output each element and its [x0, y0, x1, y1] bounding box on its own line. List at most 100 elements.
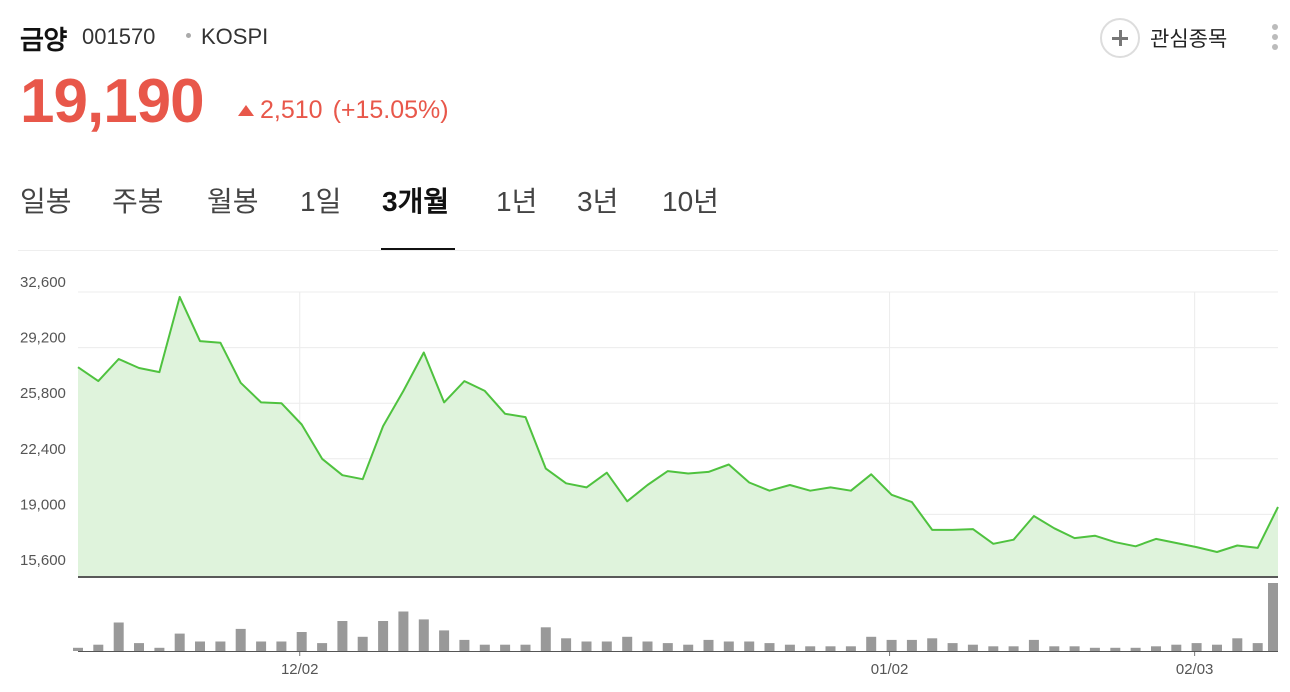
volume-bar	[256, 641, 267, 651]
y-tick-label: 15,600	[20, 552, 66, 569]
volume-bar	[927, 638, 938, 651]
tab-1day[interactable]: 1일	[300, 186, 342, 217]
volume-bar	[1069, 646, 1080, 651]
chart-area	[77, 295, 1279, 576]
volume-bar	[93, 644, 104, 651]
volume-bar	[459, 639, 470, 651]
volume-bar	[195, 641, 205, 651]
up-triangle-icon	[238, 105, 254, 116]
period-tabs: 일봉 주봉 월봉 1일 3개월 1년 3년 10년	[0, 175, 1290, 251]
volume-bar	[317, 643, 328, 651]
stock-name: 금양	[20, 25, 67, 55]
volume-bar	[866, 636, 877, 651]
volume-bar	[418, 619, 429, 651]
favorite-label: 관심종목	[1150, 28, 1228, 51]
volume-bar	[398, 611, 409, 651]
volume-bar	[174, 633, 185, 651]
volume-bar	[1049, 646, 1060, 651]
volume-bar	[1191, 643, 1202, 651]
add-favorite-button[interactable]: 관심종목	[1100, 18, 1227, 58]
volume-bar	[235, 628, 246, 651]
volume-bar	[540, 627, 551, 651]
y-tick-label: 32,600	[20, 274, 66, 291]
y-tick-label: 19,000	[20, 496, 66, 513]
x-date-label: 01/02	[871, 661, 909, 678]
tab-1year[interactable]: 1년	[496, 186, 538, 217]
y-tick-label: 22,400	[20, 441, 66, 458]
volume-bar	[337, 621, 348, 651]
volume-bar	[601, 641, 612, 651]
more-menu-button[interactable]	[1270, 24, 1280, 54]
stock-code: 001570	[82, 24, 156, 49]
volume-bar	[276, 641, 287, 651]
volume-bar	[561, 638, 572, 651]
market-name: KOSPI	[201, 24, 269, 49]
volume-bar	[439, 630, 450, 651]
volume-bar	[723, 641, 734, 651]
price-line	[77, 295, 1279, 553]
volume-bar	[1028, 639, 1039, 651]
vertical-ellipsis-icon	[1272, 24, 1278, 30]
volume-bar	[479, 644, 490, 651]
volume-bar	[581, 641, 592, 651]
volume-bar	[215, 641, 226, 651]
current-price: 19,190	[20, 67, 205, 136]
volume-bar	[296, 632, 307, 651]
volume-bar	[1130, 647, 1141, 651]
volume-bar	[520, 644, 531, 651]
volume-bar	[967, 644, 978, 651]
volume-bar	[1089, 647, 1100, 651]
volume-bar	[886, 639, 897, 651]
volume-bar	[378, 621, 389, 651]
y-tick-label: 25,800	[20, 385, 66, 402]
volume-bar	[805, 646, 816, 651]
volume-bar	[764, 643, 775, 651]
volume-bar	[744, 641, 755, 651]
chart-labels: 32,600 29,200 25,800 22,400 19,000 15,600 12/0…	[20, 274, 1213, 678]
volume-bar	[703, 639, 714, 651]
change-percent: (+15.05%)	[332, 96, 449, 124]
volume-bars	[73, 583, 1278, 651]
volume-bar	[73, 647, 83, 651]
volume-bar	[1268, 583, 1278, 651]
volume-bar	[906, 639, 917, 651]
stock-header: 금양 001570 KOSPI 관심종목	[20, 18, 1282, 58]
volume-bar	[154, 647, 165, 651]
volume-bar	[1171, 644, 1182, 651]
volume-bar	[113, 622, 124, 651]
y-tick-label: 29,200	[20, 330, 66, 347]
active-tab-indicator	[381, 248, 455, 251]
volume-bar	[622, 636, 633, 651]
volume-bar	[1151, 646, 1161, 651]
volume-bar	[947, 643, 958, 651]
x-date-label: 02/03	[1176, 661, 1214, 678]
volume-bar	[825, 646, 836, 651]
volume-bar	[134, 643, 144, 651]
tab-10years[interactable]: 10년	[662, 186, 719, 217]
volume-bar	[662, 643, 673, 651]
volume-bar	[1252, 643, 1263, 651]
tab-weekly[interactable]: 주봉	[112, 186, 164, 217]
tab-3months[interactable]: 3개월	[382, 186, 450, 217]
plus-circle-icon	[1100, 18, 1140, 58]
tab-3years[interactable]: 3년	[577, 186, 619, 217]
volume-bar	[500, 644, 511, 651]
separator-dot-icon	[186, 33, 191, 38]
volume-bar	[683, 644, 694, 651]
tab-daily[interactable]: 일봉	[20, 186, 72, 217]
volume-bar	[988, 646, 999, 651]
change-amount: 2,510	[260, 96, 323, 124]
volume-bar	[784, 644, 795, 651]
volume-bar	[357, 636, 368, 651]
price-change: 2,510 (+15.05%)	[238, 96, 449, 125]
volume-bar	[1110, 647, 1121, 651]
tabs-divider	[18, 250, 1278, 251]
volume-bar	[845, 646, 856, 651]
price-area-fill	[78, 296, 1278, 576]
volume-bar	[642, 641, 653, 651]
volume-bar	[1008, 646, 1019, 651]
price-chart[interactable]: 32,600 29,200 25,800 22,400 19,000 15,600 12/0…	[0, 260, 1290, 692]
tab-monthly[interactable]: 월봉	[207, 186, 259, 217]
volume-bar	[1232, 638, 1243, 651]
volume-bar	[1212, 644, 1222, 651]
